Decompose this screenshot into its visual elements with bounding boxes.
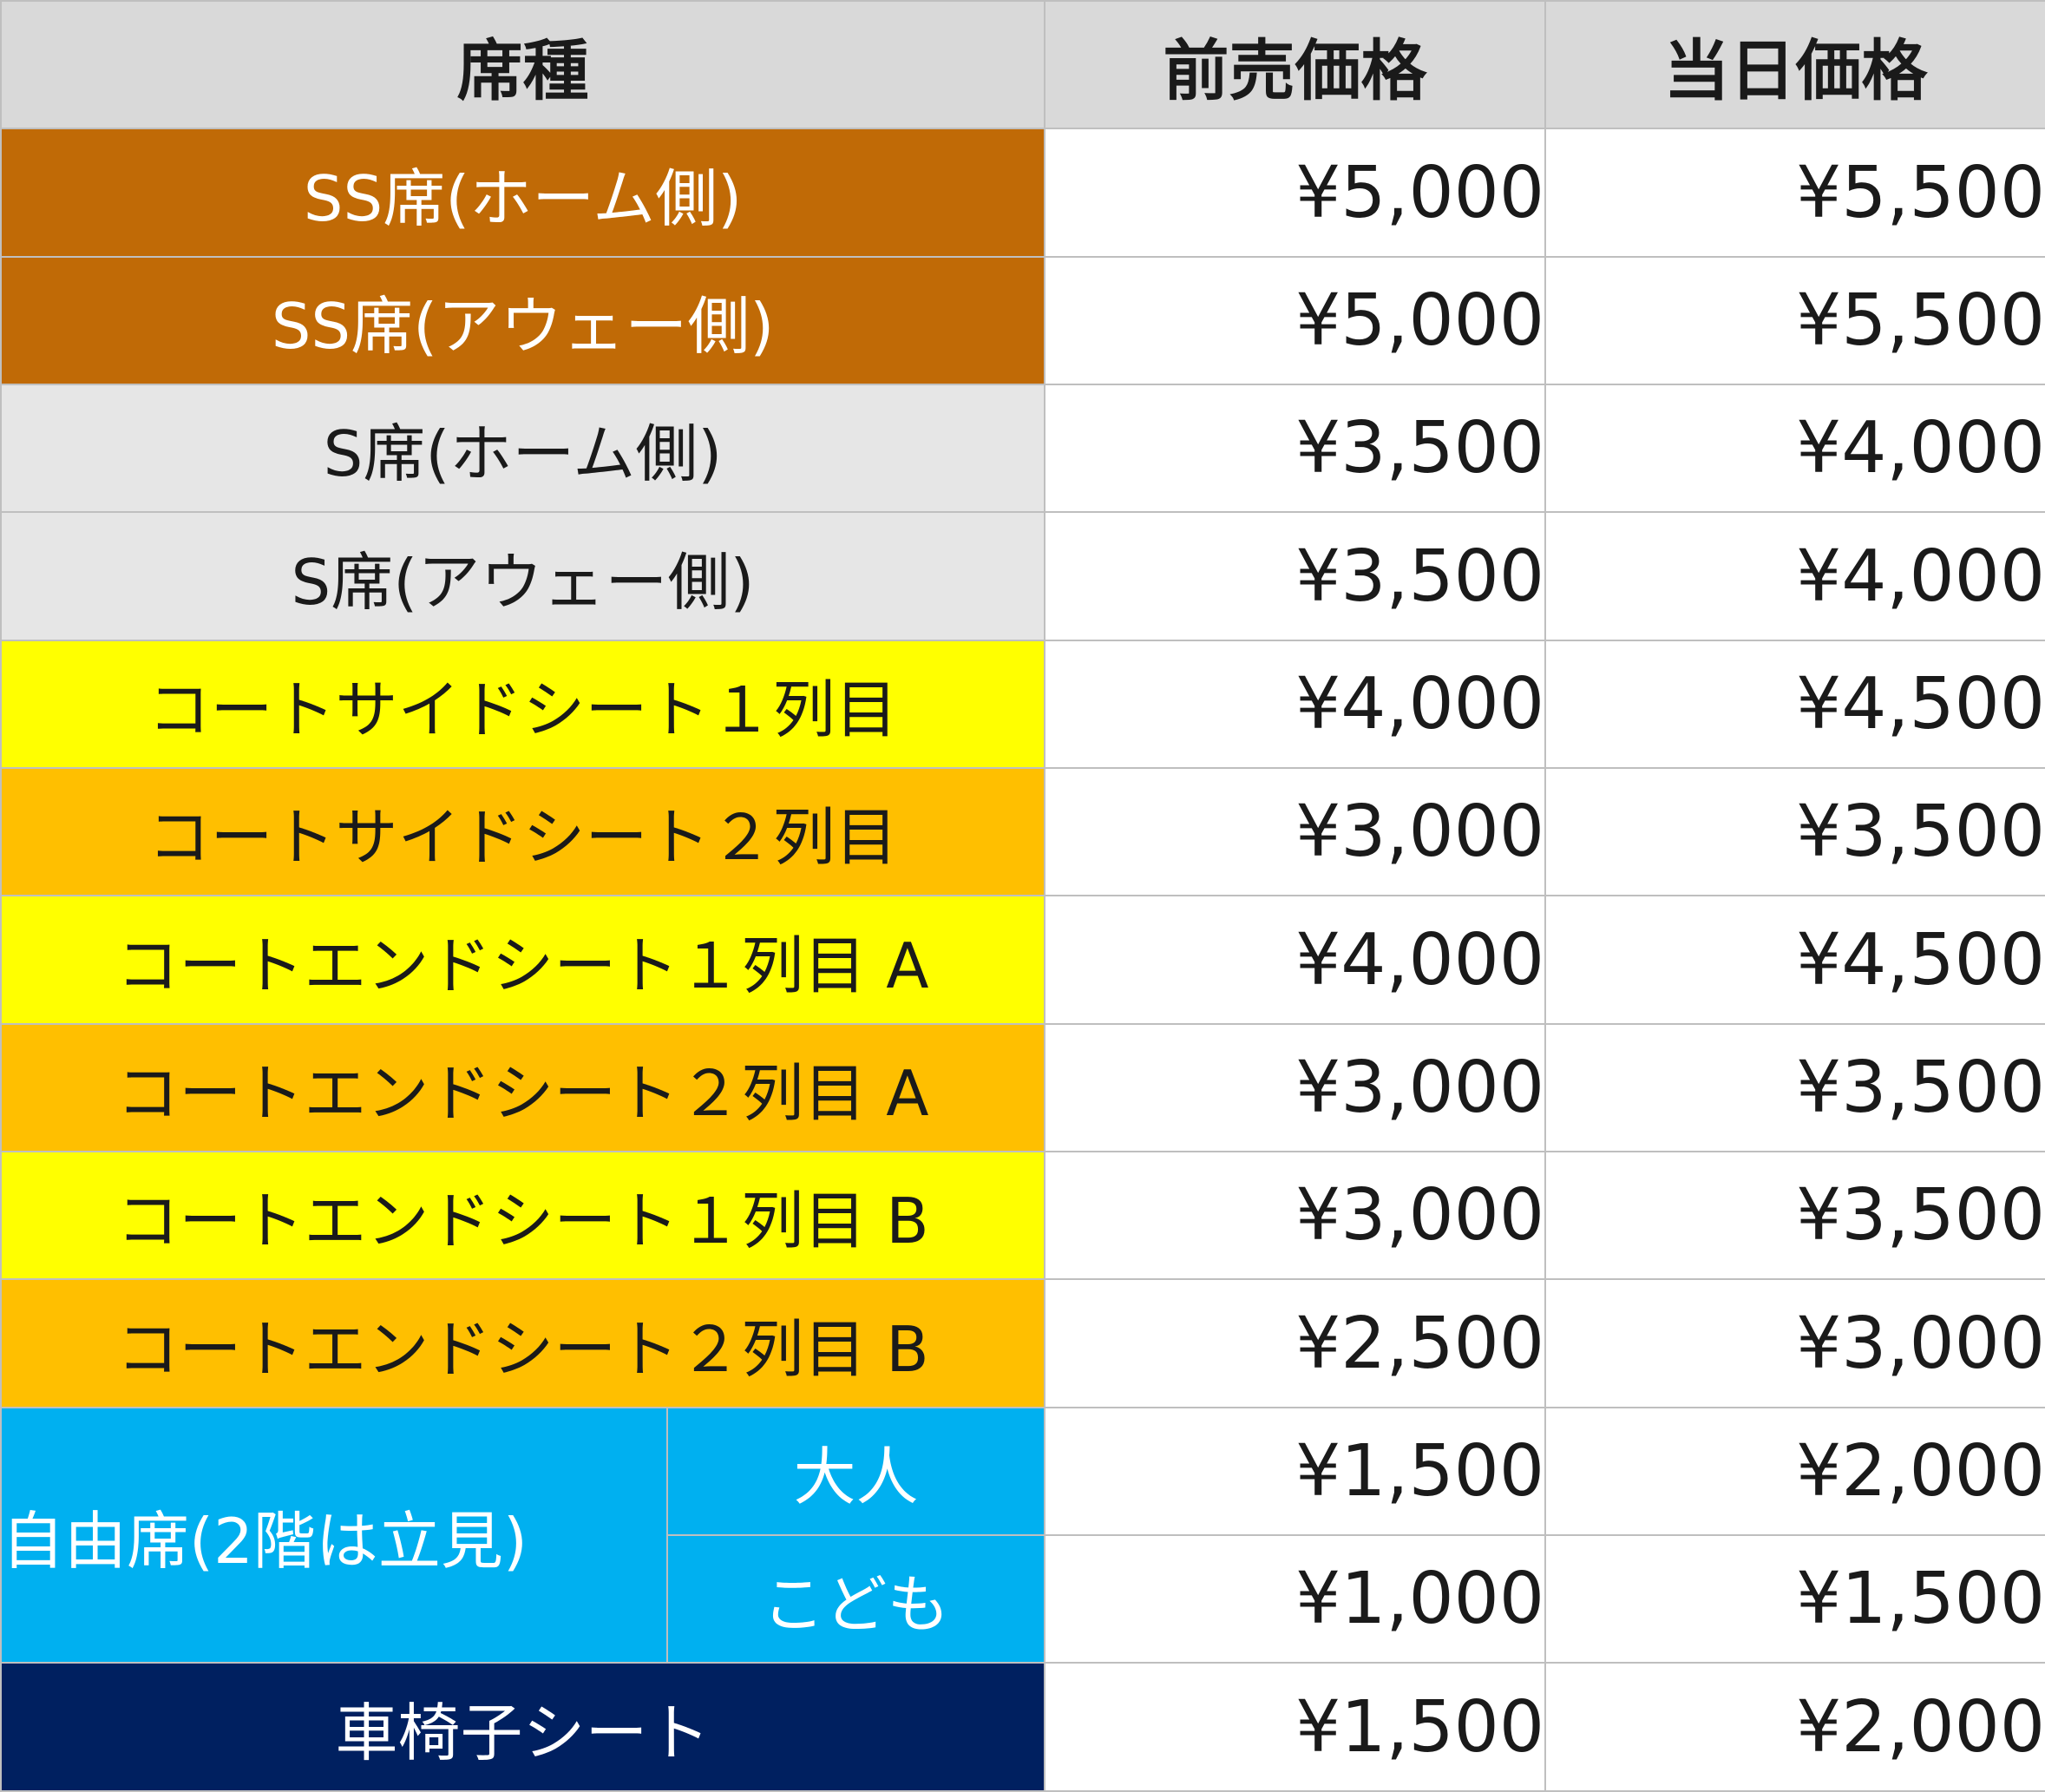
seat-free: 自由席(2階は立見) [0,1406,668,1664]
advance-price: ¥3,500 [1044,384,1546,514]
same-day-price: ¥3,500 [1544,767,2045,897]
seat-courtend-row1-a: コートエンドシート１列目 A [0,895,1045,1025]
table-row: こども ¥1,000 ¥1,500 [1,1534,2045,1664]
advance-price: ¥3,000 [1044,1151,1546,1281]
advance-price: ¥3,000 [1044,767,1546,897]
seat-ss-away: SS席(アウェー側) [0,255,1045,386]
seat-ss-home: SS席(ホーム側) [0,128,1045,258]
table-row: コートサイドシート１列目 ¥4,000 ¥4,500 [0,639,2045,770]
header-same-day-price: 当日価格 [1544,0,2045,130]
same-day-price: ¥4,000 [1544,384,2045,514]
advance-price: ¥5,000 [1044,255,1546,386]
advance-price: ¥2,500 [1044,1278,1546,1408]
table-row: 自由席(2階は立見) 大人 ¥1,500 ¥2,000 [0,1406,2045,1664]
table-row: コートエンドシート２列目 A ¥3,000 ¥3,500 [0,1022,2045,1153]
advance-price: ¥1,500 [1044,1662,1546,1792]
table-row: SS席(ホーム側) ¥5,000 ¥5,500 [0,128,2045,258]
header-seat-type: 席種 [0,0,1045,130]
same-day-price: ¥2,000 [1544,1662,2045,1792]
table-row: コートエンドシート２列目 B ¥2,500 ¥3,000 [0,1278,2045,1408]
same-day-price: ¥4,500 [1544,639,2045,770]
seat-s-away: S席(アウェー側) [0,511,1045,641]
seat-courtside-row2: コートサイドシート２列目 [0,767,1045,897]
same-day-price: ¥4,500 [1544,895,2045,1025]
table-row: S席(アウェー側) ¥3,500 ¥4,000 [0,511,2045,641]
table-row: コートサイドシート２列目 ¥3,000 ¥3,500 [0,767,2045,897]
table-row: SS席(アウェー側) ¥5,000 ¥5,500 [0,255,2045,386]
same-day-price: ¥4,000 [1544,511,2045,641]
advance-price: ¥1,000 [1044,1534,1546,1664]
same-day-price: ¥3,500 [1544,1151,2045,1281]
header-row: 席種 前売価格 当日価格 [0,0,2045,130]
seat-courtend-row1-b: コートエンドシート１列目 B [0,1151,1045,1281]
table-row: S席(ホーム側) ¥3,500 ¥4,000 [0,384,2045,514]
same-day-price: ¥2,000 [1544,1406,2045,1537]
advance-price: ¥4,000 [1044,639,1546,770]
header-advance-price: 前売価格 [1044,0,1546,130]
seat-courtend-row2-a: コートエンドシート２列目 A [0,1022,1045,1153]
seat-free-adult: 大人 [666,1406,1045,1537]
advance-price: ¥1,500 [1044,1406,1546,1537]
seat-free-child: こども [666,1534,1045,1664]
advance-price: ¥4,000 [1044,895,1546,1025]
seat-courtside-row1: コートサイドシート１列目 [0,639,1045,770]
same-day-price: ¥3,000 [1544,1278,2045,1408]
table-row: コートエンドシート１列目 A ¥4,000 ¥4,500 [0,895,2045,1025]
seat-courtend-row2-b: コートエンドシート２列目 B [0,1278,1045,1408]
advance-price: ¥5,000 [1044,128,1546,258]
same-day-price: ¥5,500 [1544,255,2045,386]
same-day-price: ¥5,500 [1544,128,2045,258]
seat-s-home: S席(ホーム側) [0,384,1045,514]
table-row: コートエンドシート１列目 B ¥3,000 ¥3,500 [0,1151,2045,1281]
advance-price: ¥3,000 [1044,1022,1546,1153]
table-row: 車椅子シート ¥1,500 ¥2,000 [0,1662,2045,1792]
seat-wheelchair: 車椅子シート [0,1662,1045,1792]
same-day-price: ¥1,500 [1544,1534,2045,1664]
same-day-price: ¥3,500 [1544,1022,2045,1153]
advance-price: ¥3,500 [1044,511,1546,641]
